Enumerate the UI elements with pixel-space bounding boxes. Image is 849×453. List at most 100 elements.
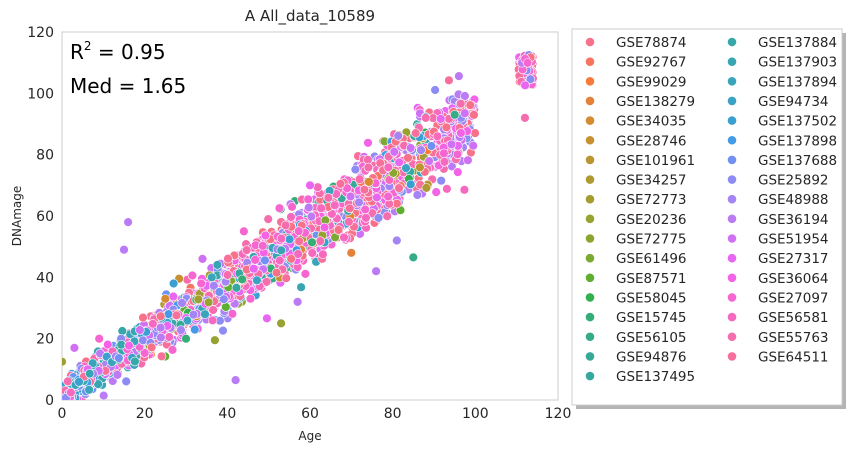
data-point bbox=[436, 176, 446, 186]
data-point bbox=[163, 309, 174, 319]
data-point bbox=[345, 191, 356, 202]
data-point bbox=[99, 390, 109, 400]
y-tick-label: 80 bbox=[36, 148, 54, 164]
y-tick-label: 0 bbox=[45, 393, 54, 409]
legend-item: GSE36064 bbox=[727, 271, 829, 287]
data-point bbox=[214, 287, 225, 297]
data-point bbox=[156, 311, 166, 321]
data-point bbox=[520, 80, 530, 91]
legend-marker bbox=[585, 174, 595, 185]
data-point bbox=[421, 183, 432, 193]
data-point bbox=[459, 185, 470, 195]
x-tick-label: 20 bbox=[136, 406, 154, 422]
y-tick-label: 20 bbox=[36, 332, 54, 348]
data-point bbox=[394, 157, 404, 168]
data-point bbox=[323, 193, 334, 203]
legend-marker bbox=[585, 37, 595, 47]
data-point bbox=[69, 343, 80, 353]
data-point bbox=[364, 177, 374, 187]
legend-label: GSE92767 bbox=[616, 55, 687, 71]
legend-marker bbox=[727, 154, 737, 165]
legend-item: GSE27317 bbox=[727, 251, 829, 267]
legend-marker bbox=[585, 115, 595, 126]
legend-marker bbox=[727, 174, 737, 185]
data-point bbox=[383, 191, 393, 202]
legend-label: GSE27097 bbox=[758, 290, 829, 306]
data-point bbox=[160, 294, 171, 304]
data-point bbox=[335, 179, 346, 189]
legend-marker bbox=[727, 253, 737, 264]
data-point bbox=[520, 113, 530, 123]
legend-label: GSE34257 bbox=[616, 173, 687, 189]
legend-marker bbox=[727, 76, 737, 87]
data-point bbox=[146, 342, 157, 353]
data-point bbox=[245, 294, 256, 304]
data-point bbox=[313, 182, 323, 192]
data-point bbox=[350, 164, 361, 175]
legend-item: GSE94876 bbox=[585, 349, 687, 365]
legend-item: GSE72775 bbox=[585, 232, 687, 248]
legend-item: GSE20236 bbox=[585, 212, 687, 228]
data-point bbox=[465, 100, 475, 110]
data-point bbox=[345, 203, 355, 214]
data-point bbox=[342, 183, 352, 193]
data-point bbox=[415, 162, 425, 173]
data-point bbox=[424, 156, 434, 166]
legend-item: GSE137502 bbox=[727, 114, 837, 130]
data-point bbox=[209, 281, 219, 291]
data-point bbox=[307, 248, 317, 258]
legend-item: GSE137495 bbox=[585, 369, 695, 385]
data-point bbox=[463, 155, 473, 165]
data-point bbox=[286, 254, 296, 264]
data-point bbox=[333, 225, 344, 235]
data-point bbox=[135, 325, 145, 335]
data-point bbox=[401, 163, 411, 173]
legend-label: GSE34035 bbox=[616, 114, 687, 130]
data-point bbox=[426, 141, 437, 151]
data-point bbox=[454, 71, 464, 81]
data-point bbox=[280, 220, 291, 231]
x-tick-label: 100 bbox=[462, 406, 489, 422]
y-tick-label: 60 bbox=[36, 209, 54, 225]
data-point bbox=[74, 377, 84, 387]
data-point bbox=[403, 153, 413, 163]
data-point bbox=[444, 75, 454, 86]
data-point bbox=[453, 167, 463, 177]
data-point bbox=[210, 335, 220, 345]
data-point bbox=[468, 141, 478, 151]
data-point bbox=[156, 351, 167, 361]
data-point bbox=[230, 375, 241, 385]
data-point bbox=[148, 319, 158, 329]
legend-item: GSE137903 bbox=[727, 55, 837, 71]
legend-marker bbox=[585, 272, 595, 283]
legend-item: GSE101961 bbox=[585, 153, 695, 169]
data-point bbox=[116, 340, 126, 350]
data-point bbox=[460, 91, 470, 101]
data-point bbox=[456, 128, 466, 138]
data-point bbox=[207, 315, 218, 326]
data-point bbox=[315, 236, 325, 246]
legend-label: GSE15745 bbox=[616, 310, 687, 326]
legend-label: GSE27317 bbox=[758, 251, 829, 267]
legend-item: GSE15745 bbox=[585, 310, 687, 326]
data-point bbox=[263, 214, 273, 224]
data-point bbox=[260, 255, 270, 266]
data-point bbox=[197, 254, 208, 264]
data-point bbox=[354, 174, 365, 184]
legend-label: GSE99029 bbox=[616, 74, 687, 90]
data-point bbox=[373, 213, 384, 223]
data-point bbox=[114, 353, 124, 363]
legend-item: GSE28746 bbox=[585, 133, 687, 149]
legend-label: GSE87571 bbox=[616, 271, 687, 287]
legend-marker bbox=[585, 56, 595, 67]
legend-item: GSE137884 bbox=[727, 35, 837, 51]
legend-marker bbox=[585, 96, 595, 106]
data-point bbox=[242, 245, 252, 255]
data-point bbox=[130, 356, 140, 367]
legend-marker bbox=[585, 312, 595, 322]
data-point bbox=[292, 297, 303, 307]
data-point bbox=[123, 217, 133, 227]
legend-label: GSE72773 bbox=[616, 192, 687, 208]
data-point bbox=[190, 324, 200, 335]
data-point bbox=[176, 325, 186, 335]
